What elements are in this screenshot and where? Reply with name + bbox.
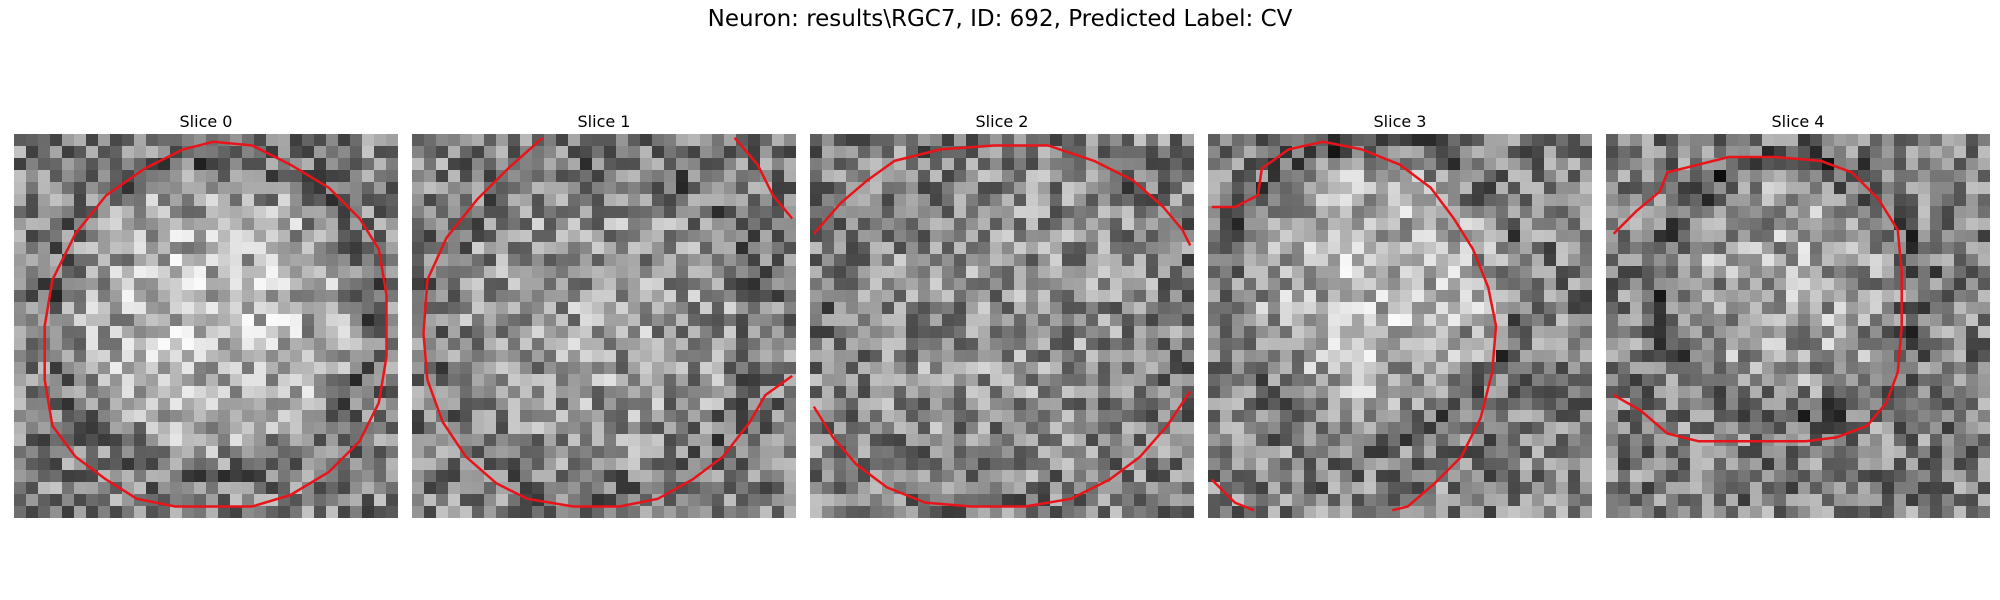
slice-title: Slice 3	[1373, 112, 1427, 131]
contour-line	[43, 140, 388, 508]
slice-panel: Slice 0	[14, 110, 398, 518]
slice-panel: Slice 3	[1208, 110, 1592, 518]
contour-line	[812, 390, 1192, 508]
contour-line	[812, 144, 1192, 246]
slice-panel: Slice 1	[412, 110, 796, 518]
contour-line	[1612, 155, 1903, 443]
slice-panel: Slice 4	[1606, 110, 1990, 518]
contour-line	[1211, 140, 1498, 512]
slice-image	[1606, 134, 1990, 518]
contour-line	[422, 136, 793, 508]
slice-title: Slice 4	[1771, 112, 1825, 131]
contour-line	[733, 136, 794, 220]
slice-title: Slice 0	[179, 112, 233, 131]
figure-title: Neuron: results\RGC7, ID: 692, Predicted…	[707, 6, 1293, 32]
slice-image	[810, 134, 1194, 518]
slice-image	[412, 134, 796, 518]
slice-title: Slice 1	[577, 112, 631, 131]
slice-image	[14, 134, 398, 518]
slice-panel: Slice 2	[810, 110, 1194, 518]
slice-title: Slice 2	[975, 112, 1029, 131]
slice-image	[1208, 134, 1592, 518]
contour-line	[1210, 478, 1255, 512]
